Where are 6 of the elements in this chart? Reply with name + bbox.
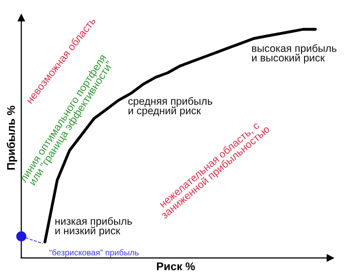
annotation: высокая прибыль и высокий риск — [252, 44, 336, 64]
y-axis-title: Прибыль % — [6, 106, 18, 170]
annotation: средняя прибыль и средний риск — [128, 97, 212, 116]
x-axis-title: Риск % — [156, 262, 195, 270]
annotation: низкая прибыль и низкий риск — [55, 217, 132, 236]
annotation: “безрисковая” прибыль — [49, 249, 139, 258]
